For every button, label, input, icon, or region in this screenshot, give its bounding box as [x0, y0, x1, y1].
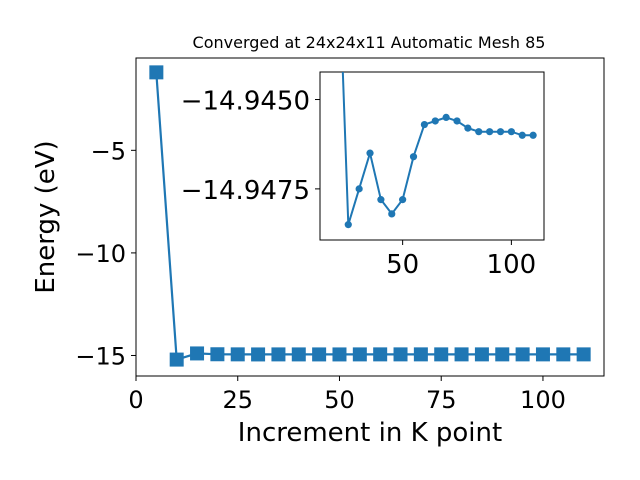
inset-data-point: [388, 210, 396, 218]
inset-data-point: [453, 117, 461, 125]
data-point: [495, 347, 510, 362]
inset-x-tick-label: 100: [487, 250, 537, 280]
inset-x-tick-label: 50: [386, 250, 419, 280]
data-point: [210, 347, 225, 362]
x-tick-label: 25: [222, 386, 253, 414]
y-tick-label: −5: [91, 137, 126, 165]
data-point: [169, 352, 184, 367]
y-tick-label: −10: [75, 240, 126, 268]
main-y-ticks: −15 −10 −5: [75, 137, 136, 370]
inset-data-point: [420, 120, 428, 129]
data-point: [312, 347, 327, 362]
data-point: [474, 347, 489, 362]
inset-data-point: [366, 149, 374, 157]
data-point: [413, 347, 428, 362]
y-axis-label: Energy (eV): [31, 140, 61, 293]
inset-y-tick-label: −14.9450: [181, 87, 310, 117]
x-tick-label: 0: [128, 386, 143, 414]
inset-data-point: [507, 128, 515, 136]
data-point: [576, 347, 591, 362]
y-tick-label: −15: [75, 342, 126, 370]
inset-data-point: [344, 221, 352, 229]
inset-plot: 50 100 −14.9475 −14.9450: [181, 71, 545, 280]
inset-data-point: [442, 113, 450, 121]
x-tick-label: 75: [426, 386, 457, 414]
inset-data-point: [355, 185, 363, 193]
inset-data-point: [486, 128, 494, 136]
inset-data-point: [377, 196, 385, 204]
inset-series: [341, 72, 537, 229]
inset-data-point: [518, 131, 526, 139]
inset-data-point: [409, 153, 418, 161]
data-point: [373, 347, 388, 362]
inset-plot-frame: [319, 71, 545, 241]
inset-y-tick-label: −14.9475: [181, 176, 310, 206]
inset-data-point: [529, 131, 537, 139]
data-point: [251, 347, 266, 362]
data-point: [393, 347, 408, 362]
inset-data-point: [399, 196, 407, 204]
series-line: [155, 72, 584, 362]
inset-x-ticks: 50 100: [386, 240, 536, 280]
inset-y-ticks: −14.9475 −14.9450: [181, 87, 320, 206]
data-point: [352, 347, 367, 362]
inset-data-point: [475, 128, 483, 136]
chart-title: Converged at 24x24x11 Automatic Mesh 85: [193, 33, 546, 52]
data-point: [515, 347, 530, 362]
inset-data-point: [431, 117, 439, 125]
data-point: [454, 347, 469, 362]
inset-data-point: [496, 128, 505, 136]
data-point: [190, 346, 205, 361]
inset-data-point: [464, 124, 472, 132]
x-tick-label: 50: [324, 386, 355, 414]
data-point: [149, 65, 164, 80]
data-point: [230, 347, 245, 362]
data-point: [535, 347, 550, 362]
data-point: [271, 347, 286, 362]
data-point: [434, 347, 449, 362]
data-point: [556, 347, 571, 362]
main-series: [149, 65, 591, 367]
x-axis-label: Increment in K point: [238, 418, 502, 448]
data-point: [332, 347, 347, 362]
x-tick-label: 100: [520, 386, 566, 414]
main-x-ticks: 0 25 50 75 100: [128, 376, 566, 414]
data-point: [291, 347, 306, 362]
